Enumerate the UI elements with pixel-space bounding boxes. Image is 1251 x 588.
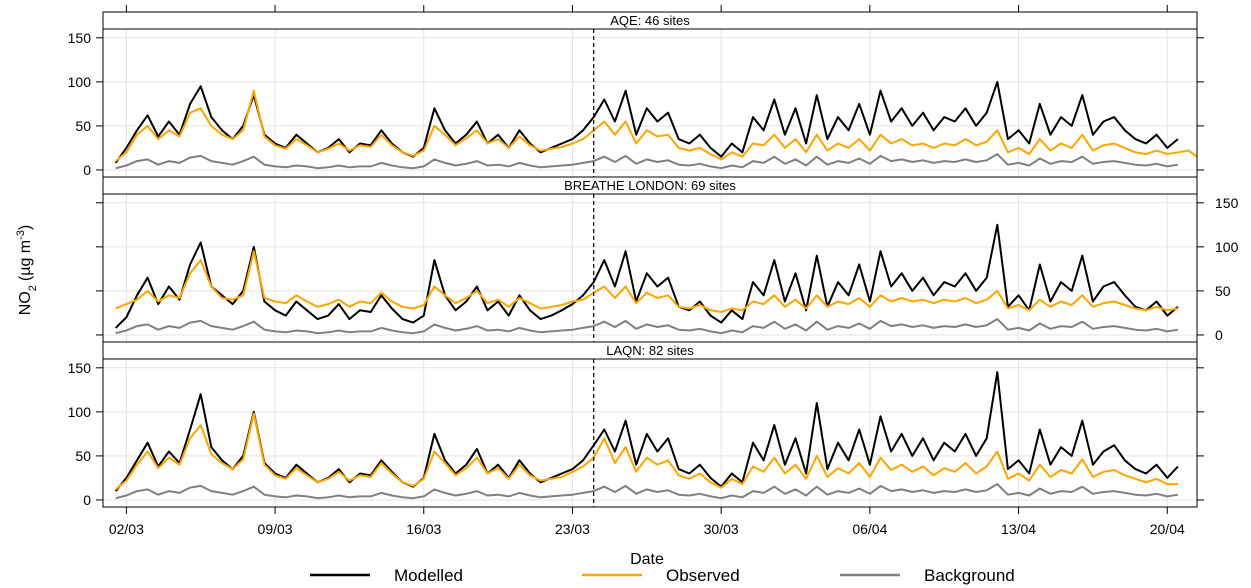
y-axis-title-sub: 2: [27, 285, 39, 291]
panel-title: BREATHE LONDON: 69 sites: [564, 178, 736, 193]
y-tick-label: 50: [75, 448, 91, 464]
panel-2: LAQN: 82 sites 0 50 100 150: [68, 341, 1204, 508]
panel-title: LAQN: 82 sites: [606, 343, 694, 358]
y-axis-title-exp: -3: [15, 230, 27, 240]
panel-frame: [102, 193, 1198, 343]
y-tick-label: 150: [68, 360, 92, 376]
series-line-background: [115, 153, 1179, 170]
y-tick-label: 100: [68, 74, 92, 90]
series-line-observed: [115, 89, 1198, 162]
y-tick-label: 50: [1215, 283, 1231, 299]
x-tick-label: 06/04: [852, 521, 887, 537]
x-tick-label: 02/03: [109, 521, 144, 537]
x-axis-title: Date: [630, 551, 664, 568]
panel-frame: [102, 28, 1198, 178]
x-tick-label: 23/03: [555, 521, 590, 537]
y-tick-label: 0: [83, 162, 91, 178]
series-line-background: [115, 483, 1179, 500]
x-tick-label: 13/04: [1001, 521, 1036, 537]
series-line-modelled: [114, 80, 1179, 164]
legend: Modelled Observed Background: [310, 566, 1015, 585]
series-line-observed: [115, 250, 1179, 313]
y-tick-label: 100: [68, 404, 92, 420]
panel-title: AQE: 46 sites: [610, 13, 690, 28]
y-tick-label: 0: [1215, 327, 1223, 343]
y-tick-label: 0: [83, 492, 91, 508]
series-line-background: [115, 318, 1179, 335]
x-tick-label: 20/04: [1150, 521, 1185, 537]
y-axis-title-close: ): [17, 225, 34, 230]
y-axis-title: NO2 (µg m-3): [15, 225, 39, 315]
x-tick-label: 09/03: [258, 521, 293, 537]
series-line-observed: [115, 412, 1178, 491]
y-tick-label: 100: [1215, 239, 1239, 255]
legend-label-background: Background: [924, 566, 1015, 585]
y-tick-label: 150: [1215, 195, 1239, 211]
series-line-modelled: [114, 223, 1179, 329]
series-line-modelled: [114, 371, 1179, 492]
y-axis-title-main: NO: [17, 291, 34, 315]
x-axis: 02/03 09/03 16/03 23/03 30/03 06/04 13/04 20/04: [109, 507, 1185, 537]
legend-label-modelled: Modelled: [394, 566, 463, 585]
panel-1: BREATHE LONDON: 69 sites 0 50 100 150: [96, 176, 1239, 343]
panel-0: AQE: 46 sites 0 50 100 150: [68, 5, 1204, 178]
y-axis-title-unit: (µg m: [17, 240, 34, 281]
legend-label-observed: Observed: [666, 566, 740, 585]
x-tick-label: 16/03: [406, 521, 441, 537]
panel-frame: [102, 358, 1198, 508]
x-tick-label: 30/03: [704, 521, 739, 537]
y-tick-label: 150: [68, 30, 92, 46]
y-tick-label: 50: [75, 118, 91, 134]
